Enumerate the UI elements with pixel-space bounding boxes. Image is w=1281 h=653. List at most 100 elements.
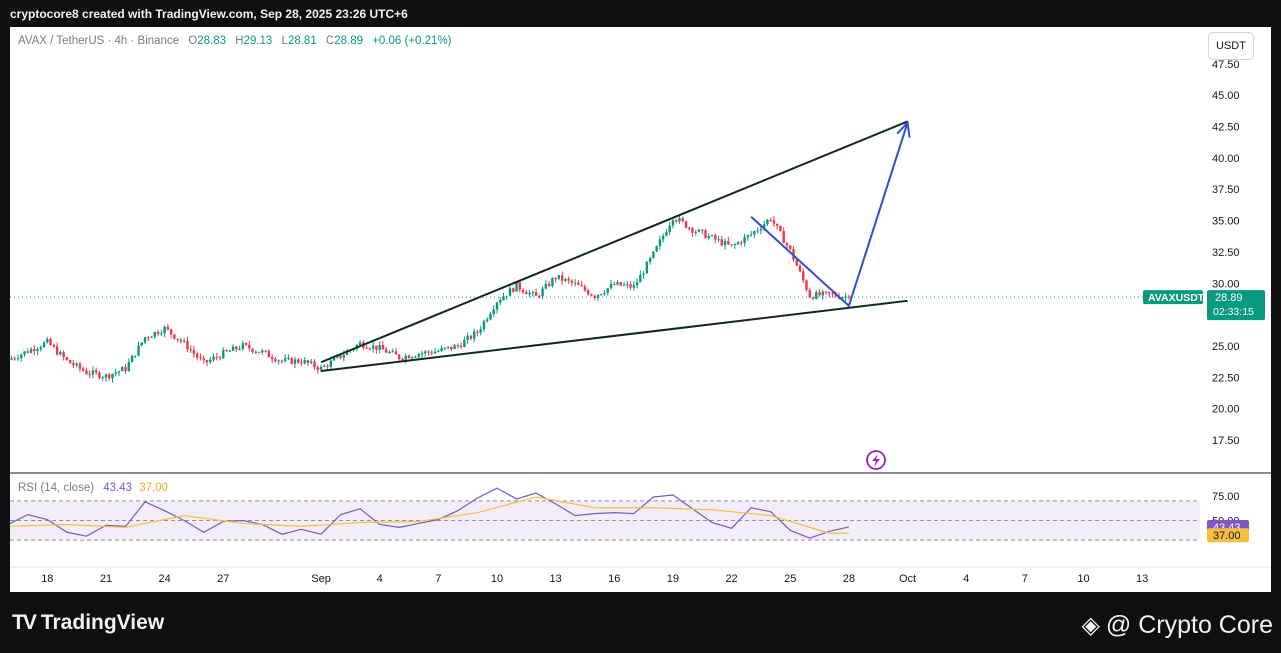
candle-body — [512, 288, 515, 292]
candle-body — [411, 357, 414, 359]
price-tick-label: 25.00 — [1212, 341, 1240, 353]
time-tick-label: 22 — [725, 573, 737, 585]
candle-body — [254, 351, 258, 353]
chart-frame[interactable]: 17.5020.0022.5025.0027.5030.0032.5035.00… — [10, 27, 1271, 592]
candle-body — [401, 358, 404, 360]
candle-body — [261, 350, 264, 353]
lightning-bolt-icon — [872, 454, 880, 467]
low-value: 28.81 — [287, 35, 317, 47]
candle-body — [140, 342, 144, 346]
price-tag-value: 28.89 — [1215, 292, 1243, 304]
candle-body — [36, 349, 39, 352]
candle-body — [841, 297, 844, 299]
candle-body — [381, 345, 385, 350]
candle-body — [290, 357, 293, 364]
candle-body — [505, 295, 508, 297]
candle-body — [371, 345, 375, 349]
candle-body — [293, 359, 297, 364]
candle-body — [697, 229, 701, 232]
candle-body — [782, 231, 785, 244]
candle-body — [209, 359, 212, 363]
price-tick-label: 45.00 — [1212, 90, 1240, 102]
candle-body — [727, 240, 730, 245]
candle-body — [65, 357, 69, 360]
candle-body — [779, 225, 782, 232]
candle-body — [603, 292, 606, 295]
rsi-ma-line — [10, 496, 849, 534]
candle-body — [329, 360, 332, 367]
currency-button[interactable]: USDT — [1208, 32, 1254, 60]
candle-body — [274, 359, 277, 362]
candle-body — [665, 232, 668, 236]
candle-body — [492, 309, 495, 315]
projection-arrowhead — [896, 120, 911, 138]
candle-body — [179, 339, 183, 342]
candle-body — [704, 230, 707, 239]
candle-body — [730, 244, 733, 246]
candle-body — [267, 350, 271, 358]
candle-body — [137, 345, 140, 356]
time-tick-label: 19 — [667, 573, 679, 585]
candle-body — [365, 347, 368, 349]
candle-body — [156, 331, 160, 335]
candle-body — [26, 351, 29, 353]
candle-body — [20, 354, 23, 359]
candle-body — [345, 351, 349, 355]
candle-body — [674, 220, 678, 222]
candle-body — [443, 347, 447, 349]
candle-body — [33, 349, 36, 352]
candle-body — [499, 300, 502, 303]
candle-body — [648, 257, 652, 262]
candle-body — [554, 278, 557, 280]
candle-body — [479, 329, 482, 333]
candle-body — [459, 345, 463, 347]
candle-body — [378, 345, 381, 350]
candle-body — [414, 356, 417, 358]
candle-body — [205, 360, 209, 363]
candle-body — [78, 363, 82, 369]
candle-body — [332, 357, 336, 361]
candle-body — [143, 337, 147, 343]
time-tick-label: 28 — [843, 573, 855, 585]
candle-body — [108, 374, 111, 379]
high-value: 29.13 — [243, 35, 273, 47]
candle-body — [215, 356, 218, 358]
candle-body — [104, 374, 108, 378]
price-tick-label: 37.50 — [1212, 184, 1240, 196]
candle-body — [124, 367, 127, 371]
time-tick-label: 27 — [217, 573, 229, 585]
candle-body — [590, 294, 593, 296]
candle-body — [407, 355, 411, 359]
candle-body — [707, 236, 710, 239]
candle-body — [528, 292, 531, 295]
candle-body — [238, 349, 241, 351]
candle-body — [756, 230, 759, 232]
candle-body — [495, 302, 499, 310]
candle-body — [710, 235, 714, 237]
candle-body — [342, 354, 346, 358]
candle-body — [583, 286, 587, 291]
candle-body — [798, 265, 802, 272]
low-label: L — [281, 35, 288, 47]
candle-body — [723, 240, 727, 246]
candle-body — [717, 239, 720, 241]
candle-body — [117, 371, 121, 373]
candle-body — [802, 271, 805, 281]
candle-body — [306, 360, 310, 363]
candle-body — [828, 291, 831, 294]
candle-body — [134, 355, 137, 357]
candle-body — [52, 344, 56, 347]
candle-body — [525, 292, 528, 295]
candle-body — [626, 284, 629, 286]
candle-body — [678, 218, 681, 222]
candle-body — [163, 326, 166, 334]
candle-body — [42, 342, 46, 348]
time-tick-label: Oct — [899, 573, 916, 585]
candle-body — [775, 223, 779, 226]
candle-body — [287, 357, 290, 359]
candle-body — [446, 346, 450, 348]
candle-body — [785, 243, 789, 246]
candle-body — [16, 358, 20, 360]
candle-body — [169, 329, 173, 335]
chart-canvas[interactable]: 17.5020.0022.5025.0027.5030.0032.5035.00… — [10, 27, 1271, 592]
